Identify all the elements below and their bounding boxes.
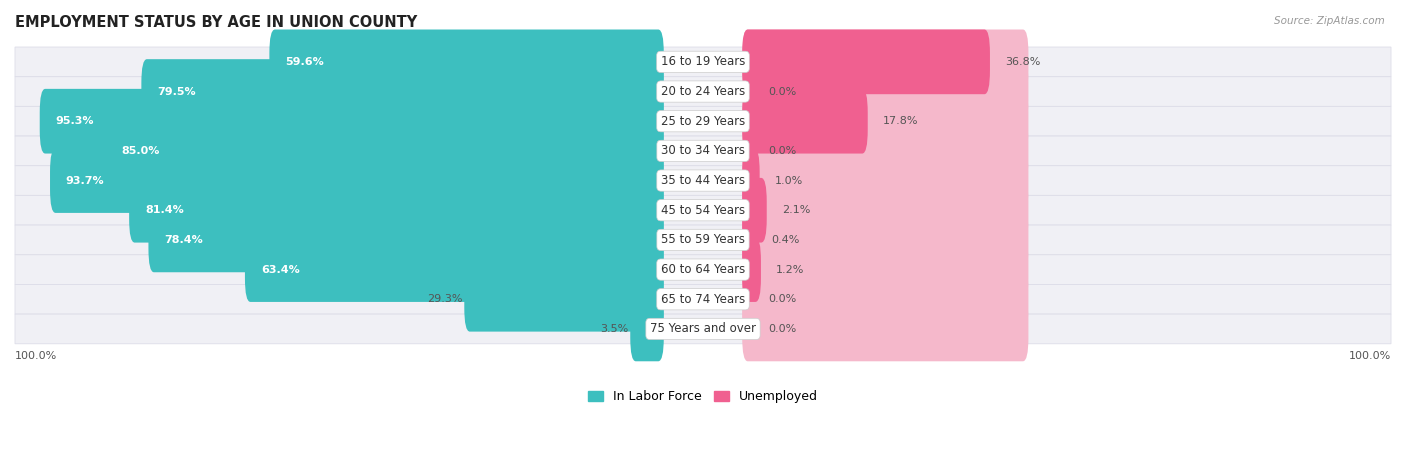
FancyBboxPatch shape: [15, 166, 1391, 195]
Text: 16 to 19 Years: 16 to 19 Years: [661, 55, 745, 69]
Text: 1.0%: 1.0%: [775, 175, 803, 185]
Text: 65 to 74 Years: 65 to 74 Years: [661, 293, 745, 306]
FancyBboxPatch shape: [15, 255, 1391, 285]
Text: 25 to 29 Years: 25 to 29 Years: [661, 115, 745, 128]
FancyBboxPatch shape: [742, 148, 759, 213]
Text: 55 to 59 Years: 55 to 59 Years: [661, 234, 745, 246]
Text: 85.0%: 85.0%: [122, 146, 160, 156]
FancyBboxPatch shape: [15, 195, 1391, 225]
FancyBboxPatch shape: [270, 29, 664, 94]
FancyBboxPatch shape: [15, 285, 1391, 314]
Text: EMPLOYMENT STATUS BY AGE IN UNION COUNTY: EMPLOYMENT STATUS BY AGE IN UNION COUNTY: [15, 15, 418, 30]
FancyBboxPatch shape: [15, 106, 1391, 136]
Text: 0.0%: 0.0%: [768, 294, 797, 304]
Text: 81.4%: 81.4%: [145, 205, 184, 215]
Text: 0.0%: 0.0%: [768, 324, 797, 334]
FancyBboxPatch shape: [742, 237, 1028, 302]
Text: 100.0%: 100.0%: [1348, 351, 1391, 361]
FancyBboxPatch shape: [742, 59, 1028, 124]
Text: 1.2%: 1.2%: [776, 265, 804, 275]
Text: Source: ZipAtlas.com: Source: ZipAtlas.com: [1274, 16, 1385, 26]
FancyBboxPatch shape: [742, 297, 1028, 361]
FancyBboxPatch shape: [149, 207, 664, 272]
Text: 59.6%: 59.6%: [285, 57, 323, 67]
FancyBboxPatch shape: [142, 59, 664, 124]
FancyBboxPatch shape: [742, 89, 1028, 153]
Text: 29.3%: 29.3%: [427, 294, 463, 304]
Text: 0.0%: 0.0%: [768, 146, 797, 156]
FancyBboxPatch shape: [742, 178, 766, 243]
FancyBboxPatch shape: [15, 77, 1391, 106]
FancyBboxPatch shape: [15, 136, 1391, 166]
FancyBboxPatch shape: [742, 207, 756, 272]
Text: 93.7%: 93.7%: [66, 175, 104, 185]
FancyBboxPatch shape: [630, 297, 664, 361]
Text: 0.0%: 0.0%: [768, 87, 797, 97]
Text: 17.8%: 17.8%: [883, 116, 918, 126]
FancyBboxPatch shape: [742, 119, 1028, 183]
Text: 3.5%: 3.5%: [600, 324, 628, 334]
FancyBboxPatch shape: [15, 47, 1391, 77]
FancyBboxPatch shape: [129, 178, 664, 243]
Text: 95.3%: 95.3%: [56, 116, 94, 126]
FancyBboxPatch shape: [742, 207, 1028, 272]
Text: 0.4%: 0.4%: [770, 235, 799, 245]
Text: 30 to 34 Years: 30 to 34 Years: [661, 144, 745, 157]
Text: 100.0%: 100.0%: [15, 351, 58, 361]
FancyBboxPatch shape: [51, 148, 664, 213]
Text: 79.5%: 79.5%: [157, 87, 195, 97]
Text: 2.1%: 2.1%: [782, 205, 810, 215]
Text: 78.4%: 78.4%: [165, 235, 202, 245]
Text: 45 to 54 Years: 45 to 54 Years: [661, 204, 745, 217]
FancyBboxPatch shape: [742, 237, 761, 302]
FancyBboxPatch shape: [742, 148, 1028, 213]
FancyBboxPatch shape: [105, 119, 664, 183]
Text: 20 to 24 Years: 20 to 24 Years: [661, 85, 745, 98]
Legend: In Labor Force, Unemployed: In Labor Force, Unemployed: [588, 390, 818, 403]
FancyBboxPatch shape: [15, 225, 1391, 255]
FancyBboxPatch shape: [742, 178, 1028, 243]
FancyBboxPatch shape: [464, 267, 664, 331]
FancyBboxPatch shape: [742, 29, 1028, 94]
Text: 35 to 44 Years: 35 to 44 Years: [661, 174, 745, 187]
Text: 75 Years and over: 75 Years and over: [650, 322, 756, 336]
Text: 63.4%: 63.4%: [260, 265, 299, 275]
Text: 60 to 64 Years: 60 to 64 Years: [661, 263, 745, 276]
FancyBboxPatch shape: [742, 267, 1028, 331]
FancyBboxPatch shape: [742, 89, 868, 153]
FancyBboxPatch shape: [742, 29, 990, 94]
FancyBboxPatch shape: [39, 89, 664, 153]
Text: 36.8%: 36.8%: [1005, 57, 1040, 67]
FancyBboxPatch shape: [245, 237, 664, 302]
FancyBboxPatch shape: [15, 314, 1391, 344]
